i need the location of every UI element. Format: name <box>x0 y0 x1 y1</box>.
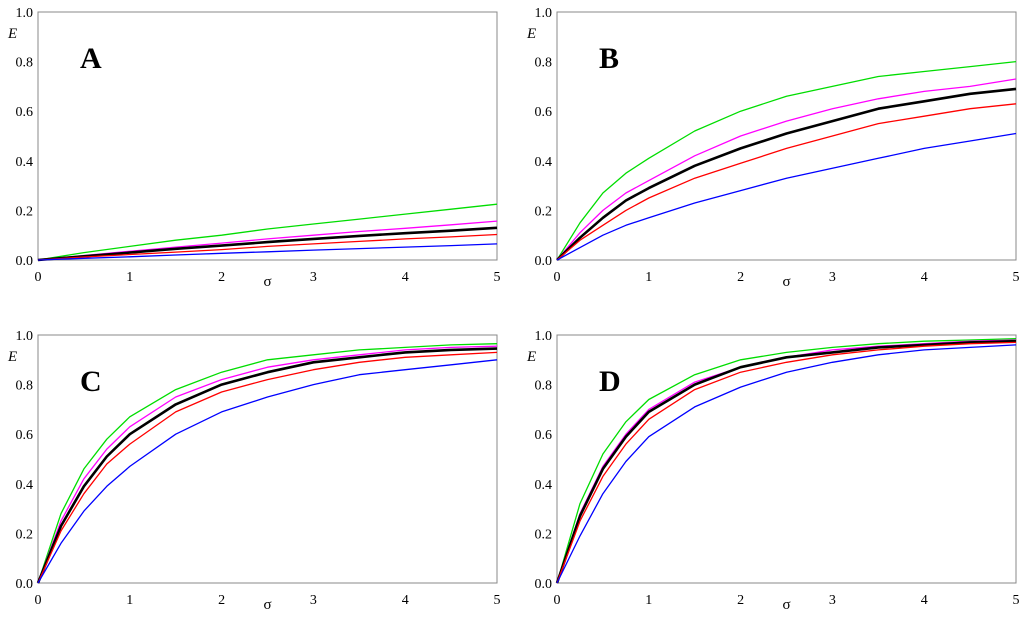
x-tick-label: 5 <box>494 270 501 285</box>
y-axis-label: E <box>7 349 17 365</box>
x-tick-label: 2 <box>218 270 225 285</box>
y-tick-label: 0.0 <box>16 577 34 592</box>
panel-letter: D <box>599 365 621 398</box>
panel-b: 0.0 0.2 0.4 0.6 0.8 1.0 0 1 2 3 4 5 σ E B <box>526 6 1020 290</box>
y-tick-label: 0.4 <box>535 155 553 170</box>
x-tick-label: 3 <box>829 593 836 608</box>
y-tick-label: 0.2 <box>535 527 553 542</box>
x-tick-label: 0 <box>554 593 561 608</box>
y-tick-label: 0.0 <box>535 254 553 269</box>
x-tick-label: 3 <box>310 593 317 608</box>
plot-frame <box>556 334 1017 584</box>
y-tick-label: 0.6 <box>535 105 553 120</box>
panel-d: 0.0 0.2 0.4 0.6 0.8 1.0 0 1 2 3 4 5 σ E D <box>526 329 1020 613</box>
x-tick-label: 1 <box>645 593 652 608</box>
series-line-black <box>556 87 1017 261</box>
y-tick-label: 1.0 <box>16 329 34 344</box>
series-line-green <box>556 60 1017 261</box>
series-line-black <box>36 347 498 584</box>
series-line-blue <box>37 359 498 584</box>
y-axis-label: E <box>526 349 536 365</box>
panel-letter: B <box>599 42 619 75</box>
series-line-green <box>37 203 498 261</box>
x-tick-label: 3 <box>829 270 836 285</box>
series-line-red <box>556 103 1017 261</box>
series-line-green <box>556 338 1017 584</box>
plot-frame <box>556 11 1017 261</box>
plot-frame <box>37 11 498 261</box>
x-tick-label: 0 <box>554 270 561 285</box>
y-tick-label: 0.2 <box>16 204 34 219</box>
x-tick-label: 5 <box>1013 593 1020 608</box>
x-tick-label: 2 <box>218 593 225 608</box>
y-tick-label: 0.6 <box>535 428 553 443</box>
panel-c: 0.0 0.2 0.4 0.6 0.8 1.0 0 1 2 3 4 5 σ E C <box>7 329 501 613</box>
x-tick-label: 2 <box>737 593 744 608</box>
panel-a: 0.0 0.2 0.4 0.6 0.8 1.0 0 1 2 3 4 5 σ E A <box>7 6 501 290</box>
series-line-black <box>37 226 498 262</box>
panel-letter: A <box>80 42 102 75</box>
y-tick-label: 0.2 <box>535 204 553 219</box>
series-line-blue <box>556 344 1017 584</box>
y-tick-label: 1.0 <box>535 6 553 21</box>
x-tick-label: 0 <box>35 593 42 608</box>
y-tick-label: 0.8 <box>16 379 34 394</box>
y-tick-label: 0.8 <box>535 56 553 71</box>
x-tick-label: 4 <box>921 593 928 608</box>
x-tick-label: 2 <box>737 270 744 285</box>
series-line-red <box>37 351 498 584</box>
series-line-black <box>555 339 1017 584</box>
x-tick-label: 5 <box>494 593 501 608</box>
series-line-red <box>37 233 498 261</box>
x-tick-label: 0 <box>35 270 42 285</box>
y-tick-label: 0.0 <box>535 577 553 592</box>
x-tick-label: 1 <box>126 593 133 608</box>
series-line-magenta <box>37 345 498 584</box>
series-line-magenta <box>556 78 1017 261</box>
x-tick-label: 1 <box>126 270 133 285</box>
y-tick-label: 0.2 <box>16 527 34 542</box>
x-tick-label: 5 <box>1013 270 1020 285</box>
y-axis-label: E <box>7 26 17 42</box>
series-line-red <box>556 341 1017 584</box>
y-tick-label: 0.4 <box>16 478 34 493</box>
series-line-blue <box>556 132 1017 261</box>
y-tick-label: 0.6 <box>16 428 34 443</box>
y-tick-label: 0.8 <box>16 56 34 71</box>
y-tick-label: 1.0 <box>16 6 34 21</box>
x-tick-label: 4 <box>402 593 409 608</box>
plot-frame <box>37 334 498 584</box>
x-tick-label: 3 <box>310 270 317 285</box>
y-tick-label: 0.4 <box>16 155 34 170</box>
series-line-green <box>37 343 498 584</box>
y-tick-label: 0.6 <box>16 105 34 120</box>
x-axis-label: σ <box>782 597 790 613</box>
x-tick-label: 4 <box>921 270 928 285</box>
y-tick-label: 0.0 <box>16 254 34 269</box>
series-line-blue <box>37 243 498 261</box>
x-tick-label: 4 <box>402 270 409 285</box>
x-axis-label: σ <box>263 274 271 290</box>
y-axis-label: E <box>526 26 536 42</box>
x-tick-label: 1 <box>645 270 652 285</box>
x-axis-label: σ <box>263 597 271 613</box>
y-tick-label: 1.0 <box>535 329 553 344</box>
panel-letter: C <box>80 365 102 398</box>
y-tick-label: 0.8 <box>535 379 553 394</box>
y-tick-label: 0.4 <box>535 478 553 493</box>
x-axis-label: σ <box>782 274 790 290</box>
